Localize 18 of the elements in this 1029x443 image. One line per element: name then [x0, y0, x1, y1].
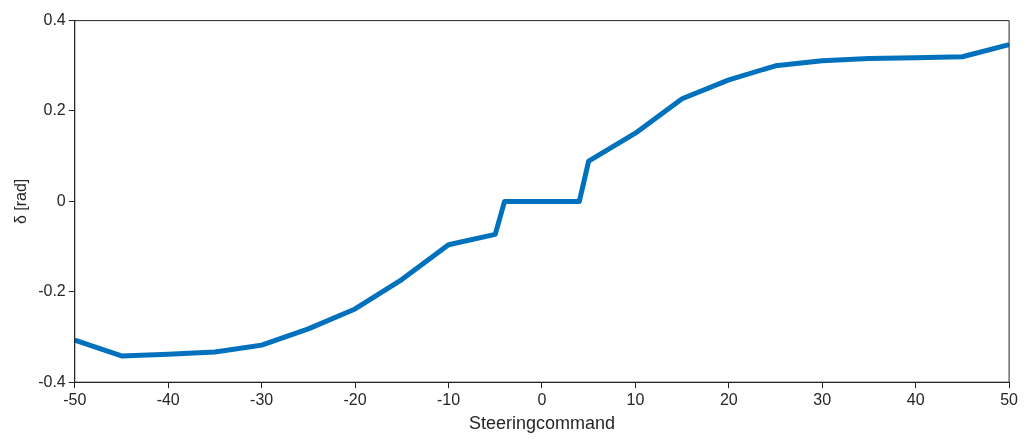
x-tick-label: -50: [63, 391, 87, 409]
x-tick-label: 50: [1000, 391, 1019, 409]
x-tick-label: 0: [537, 391, 547, 409]
x-tick-label: 20: [719, 391, 738, 409]
x-tick-label: -20: [343, 391, 367, 409]
y-tick-label: 0: [56, 191, 66, 209]
x-tick-label: -40: [156, 391, 180, 409]
y-tick-label: -0.2: [38, 282, 66, 300]
x-tick-label: -30: [250, 391, 274, 409]
y-axis-title: δ [rad]: [12, 178, 30, 225]
x-tick-label: -10: [436, 391, 461, 409]
x-tick-label: 30: [813, 391, 832, 409]
y-tick-label: 0.2: [43, 101, 66, 119]
x-tick-label: 10: [626, 391, 645, 409]
x-axis-title: Steeringcommand: [468, 413, 615, 434]
y-tick-label: -0.4: [38, 372, 66, 390]
x-tick-label: 40: [906, 391, 925, 409]
y-tick-label: 0.4: [43, 11, 66, 29]
